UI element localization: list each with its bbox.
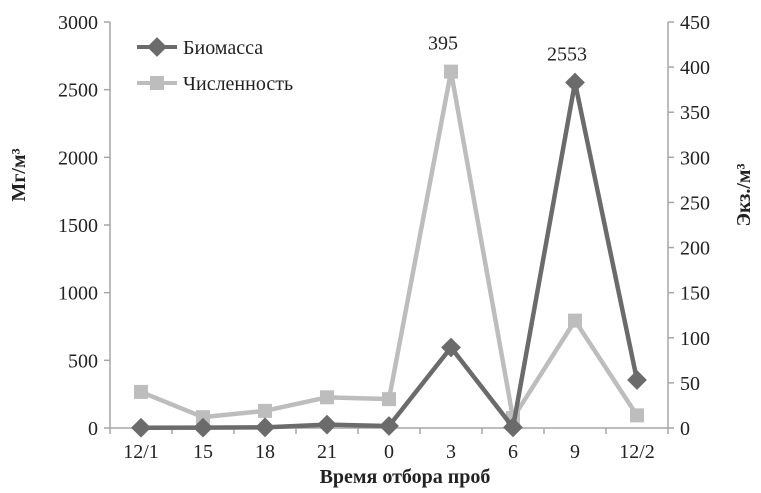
biomass-point (131, 417, 151, 438)
biomass-point (255, 417, 275, 438)
legend-abundance-marker (150, 76, 164, 90)
biomass-point (193, 417, 213, 438)
legend-biomass-marker (147, 37, 167, 57)
biomass-point (627, 370, 647, 390)
y-left-tick-label: 2000 (58, 147, 98, 169)
axes: 0500100015002000250030000501001502002503… (58, 12, 710, 463)
y-right-tick-label: 400 (680, 57, 710, 79)
abundance-point (568, 313, 582, 328)
y-right-tick-label: 0 (680, 418, 690, 440)
biomass-point (503, 417, 523, 438)
x-tick-label: 21 (317, 441, 337, 463)
abundance-point (630, 408, 644, 423)
x-tick-label: 9 (570, 441, 580, 463)
data-label: 2553 (547, 43, 587, 65)
x-tick-label: 6 (508, 441, 518, 463)
x-tick-label: 12/2 (619, 441, 655, 463)
legend: Биомасса Численность (137, 37, 293, 95)
y-right-tick-label: 250 (680, 192, 710, 214)
y-axis-title-left: Мг/м³ (8, 148, 30, 201)
y-right-tick-label: 450 (680, 12, 710, 34)
series-layer (131, 64, 647, 438)
y-right-tick-label: 350 (680, 102, 710, 124)
x-tick-label: 3 (446, 441, 456, 463)
y-left-tick-label: 2500 (58, 80, 98, 102)
abundance-point (320, 390, 334, 405)
abundance-point (444, 64, 458, 79)
x-tick-label: 15 (193, 441, 213, 463)
series-line-0 (140, 80, 640, 430)
abundance-point (258, 403, 272, 418)
biomass-point (565, 72, 585, 93)
data-labels: 395 2553 (428, 33, 587, 66)
y-left-tick-label: 500 (68, 350, 98, 372)
series-line-1 (140, 69, 639, 421)
y-right-tick-label: 150 (680, 283, 710, 305)
y-right-tick-label: 100 (680, 328, 710, 350)
biomass-point (441, 337, 461, 358)
abundance-point (196, 410, 210, 425)
biomass-point (317, 414, 337, 435)
y-right-tick-label: 200 (680, 238, 710, 260)
abundance-point (134, 384, 148, 399)
x-axis-title: Время отбора проб (320, 466, 491, 488)
y-left-tick-label: 1000 (58, 283, 98, 305)
y-right-tick-label: 50 (680, 373, 700, 395)
x-tick-label: 0 (384, 441, 394, 463)
data-label: 395 (428, 33, 458, 55)
biomass-point (379, 416, 399, 436)
legend-biomass-label: Биомасса (183, 37, 263, 59)
y-left-tick-label: 3000 (58, 12, 98, 34)
x-tick-label: 18 (255, 441, 275, 463)
x-tick-label: 12/1 (123, 441, 159, 463)
y-left-tick-label: 0 (88, 418, 98, 440)
y-axis-title-right: Экз./м³ (733, 163, 755, 226)
legend-abundance-label: Численность (183, 73, 293, 95)
y-left-tick-label: 1500 (58, 215, 98, 237)
y-right-tick-label: 300 (680, 147, 710, 169)
abundance-point (382, 392, 396, 407)
